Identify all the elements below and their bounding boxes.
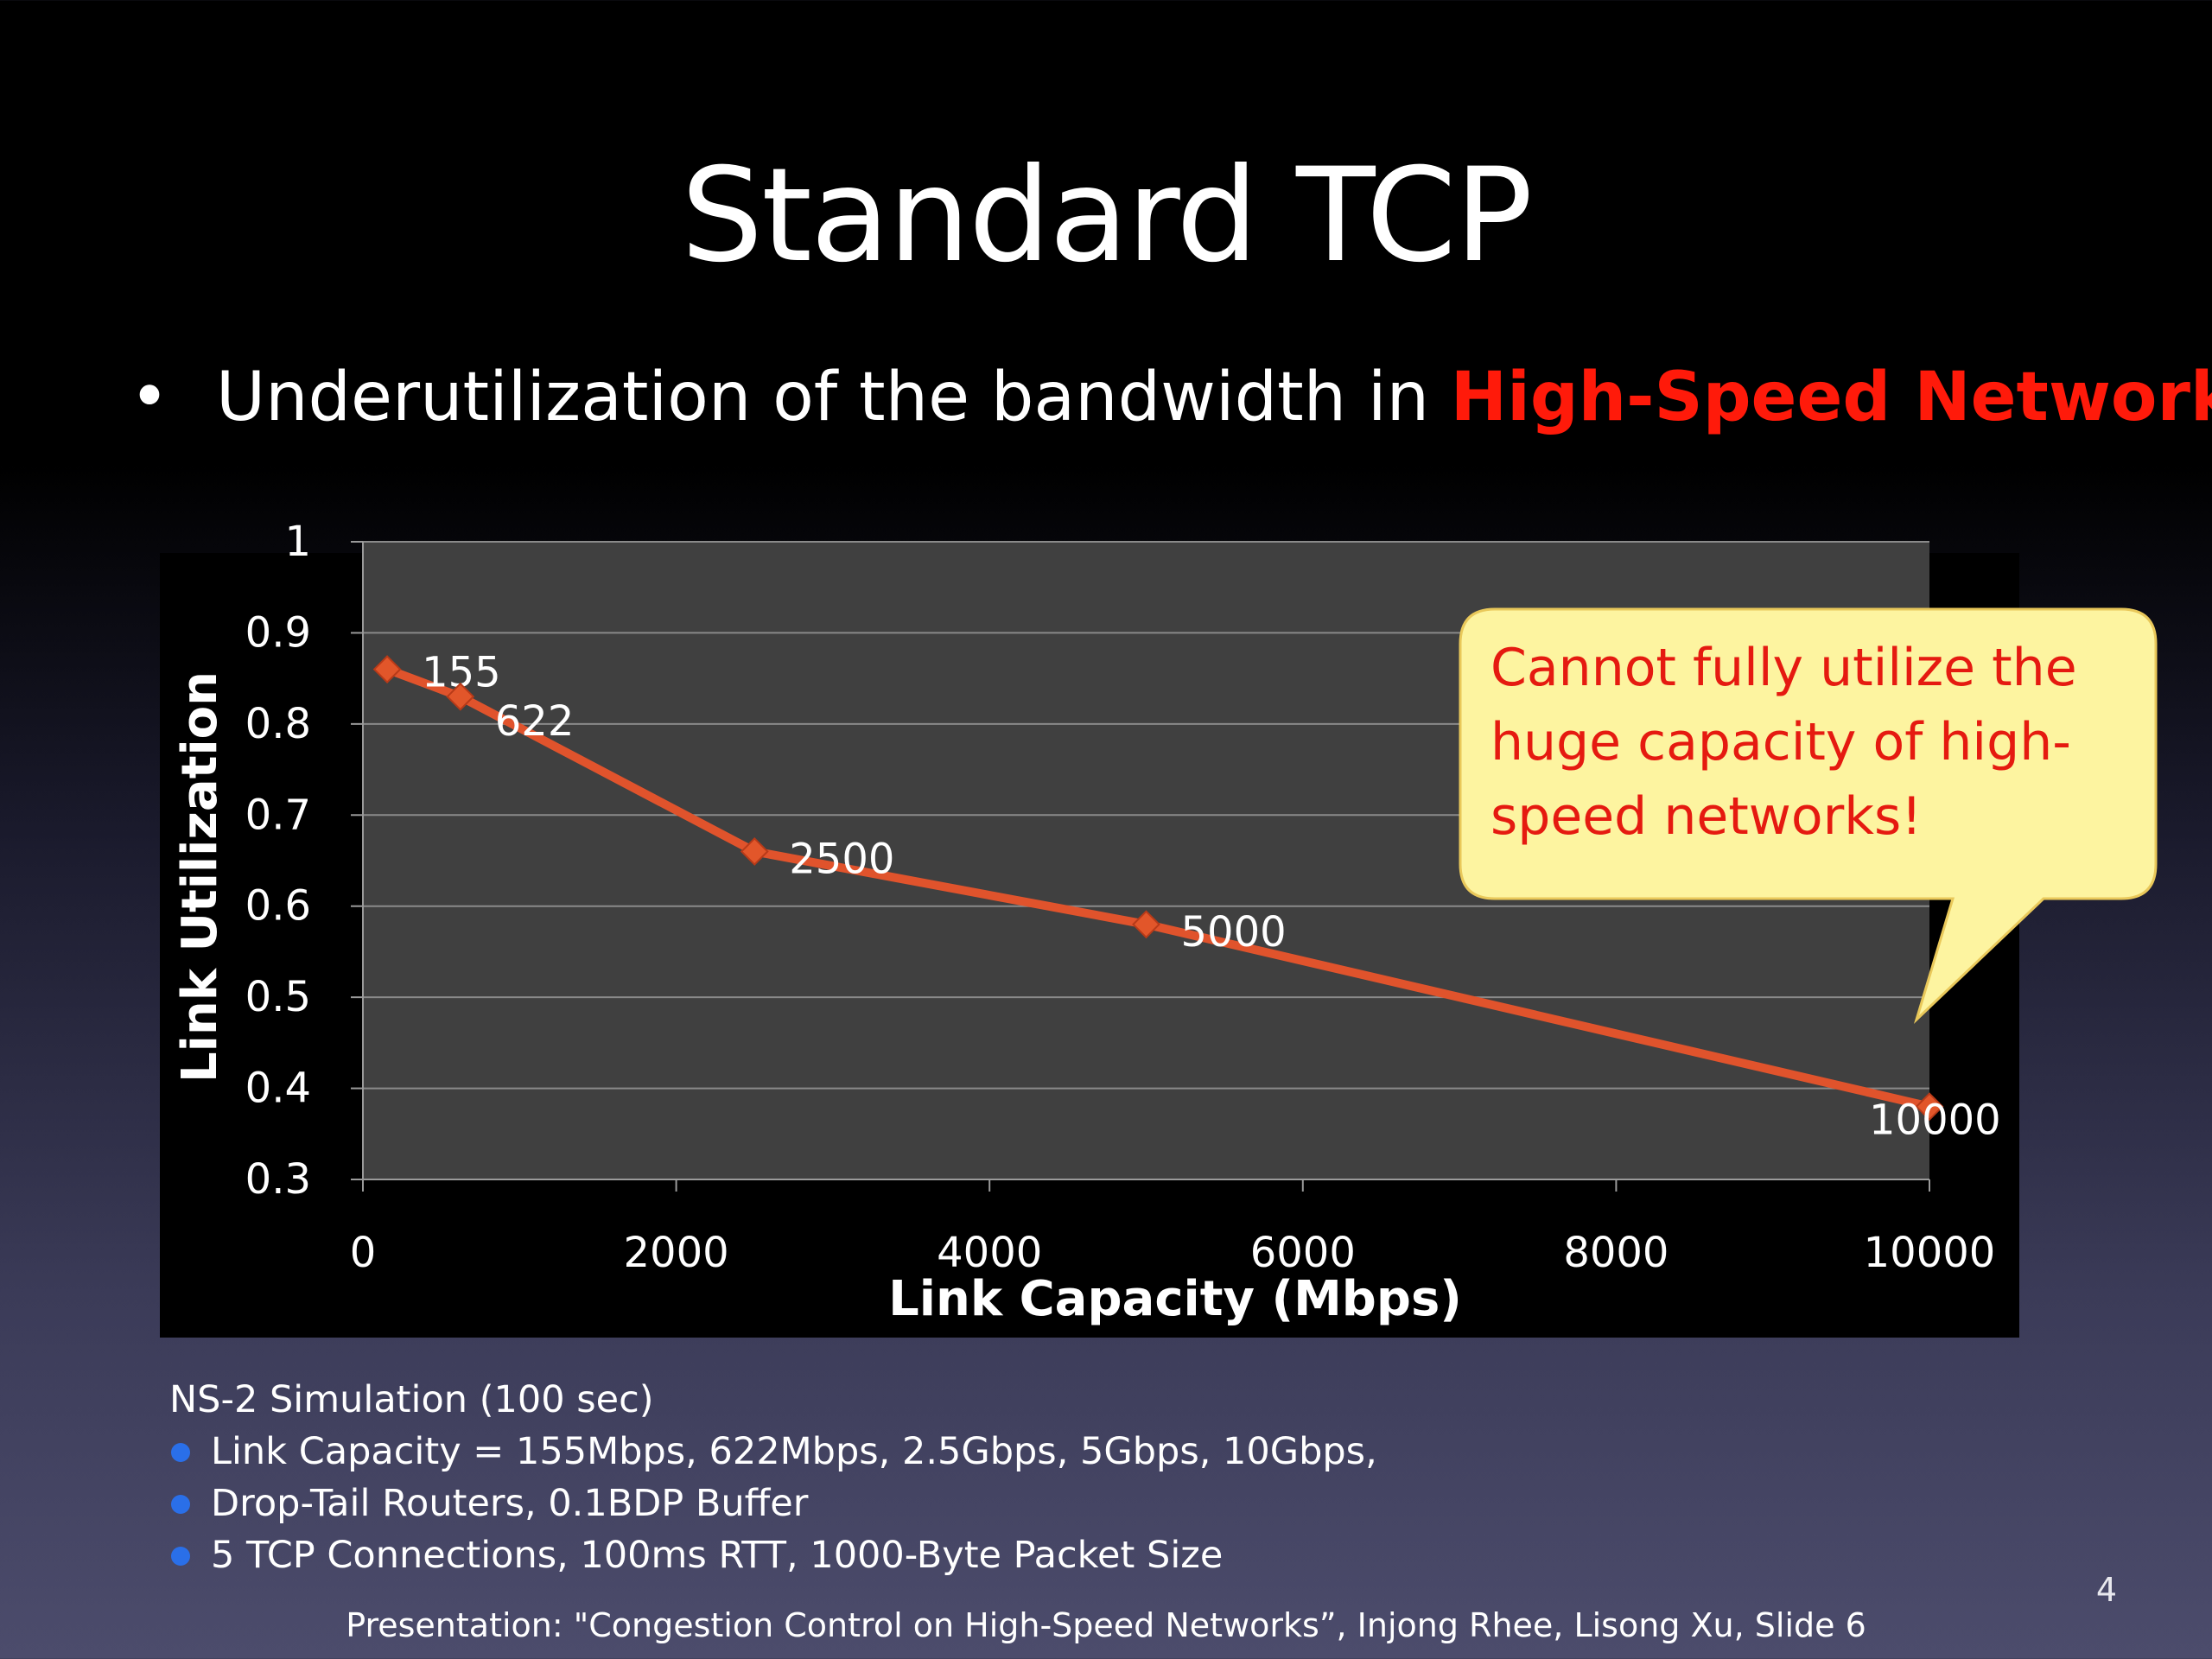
data-label: 10000 — [1869, 1096, 2001, 1145]
x-tick-label: 0 — [350, 1229, 377, 1277]
bullet-icon: • — [130, 359, 170, 436]
data-point-marker — [740, 837, 769, 866]
x-tick-label: 8000 — [1563, 1229, 1669, 1277]
note-item-text: 5 TCP Connections, 100ms RTT, 1000-Byte … — [211, 1534, 1224, 1577]
x-tick-label: 6000 — [1250, 1229, 1356, 1277]
data-point-marker — [1915, 1092, 1944, 1122]
bullet-dot-icon — [171, 1547, 190, 1566]
citation: Presentation: "Congestion Control on Hig… — [346, 1606, 1866, 1644]
data-label: 622 — [495, 697, 575, 746]
y-tick-label: 0.7 — [245, 791, 311, 839]
y-tick-label: 1 — [284, 518, 311, 566]
callout-bubble — [1459, 607, 2158, 1024]
x-axis-title: Link Capacity (Mbps) — [888, 1271, 1462, 1327]
note-item-text: Drop-Tail Routers, 0.1BDP Buffer — [211, 1482, 809, 1525]
bullet-dot-icon — [171, 1495, 190, 1514]
notes-heading: NS-2 Simulation (100 sec) — [169, 1374, 1725, 1426]
data-label: 5000 — [1181, 908, 1287, 957]
y-tick-label: 0.8 — [245, 700, 311, 748]
data-point-marker — [372, 655, 402, 684]
bullet-dot-icon — [171, 1443, 190, 1462]
callout-text: Cannot fully utilize the huge capacity o… — [1491, 638, 2077, 847]
y-tick-label: 0.4 — [245, 1065, 311, 1113]
simulation-notes: NS-2 Simulation (100 sec) Link Capacity … — [169, 1374, 1725, 1581]
headline-plain-text: Underutilization of the bandwidth in — [216, 359, 1451, 436]
x-tick-label: 4000 — [937, 1229, 1042, 1277]
y-tick-label: 0.3 — [245, 1155, 311, 1204]
y-tick-label: 0.6 — [245, 882, 311, 931]
headline-text: Underutilization of the bandwidth in Hig… — [216, 354, 2212, 441]
y-tick-label: 0.9 — [245, 608, 311, 657]
data-point-marker — [1132, 910, 1160, 939]
notes-heading-text: NS-2 Simulation (100 sec) — [169, 1378, 654, 1421]
y-tick-label: 0.5 — [245, 973, 311, 1021]
slide-number: 4 — [2095, 1571, 2117, 1609]
x-tick-label: 10000 — [1864, 1229, 1996, 1277]
headline-highlight-text: High-Speed Network — [1450, 359, 2212, 436]
note-item-text: Link Capacity = 155Mbps, 622Mbps, 2.5Gbp… — [211, 1430, 1377, 1473]
slide-title: Standard TCP — [680, 141, 1533, 291]
note-item: 5 TCP Connections, 100ms RTT, 1000-Byte … — [169, 1529, 1725, 1581]
y-axis-title: Link Utilization — [172, 671, 228, 1083]
data-point-marker — [446, 682, 475, 711]
note-item: Drop-Tail Routers, 0.1BDP Buffer — [169, 1478, 1725, 1529]
data-label: 2500 — [789, 835, 894, 883]
x-tick-label: 2000 — [624, 1229, 729, 1277]
note-item: Link Capacity = 155Mbps, 622Mbps, 2.5Gbp… — [169, 1426, 1725, 1478]
